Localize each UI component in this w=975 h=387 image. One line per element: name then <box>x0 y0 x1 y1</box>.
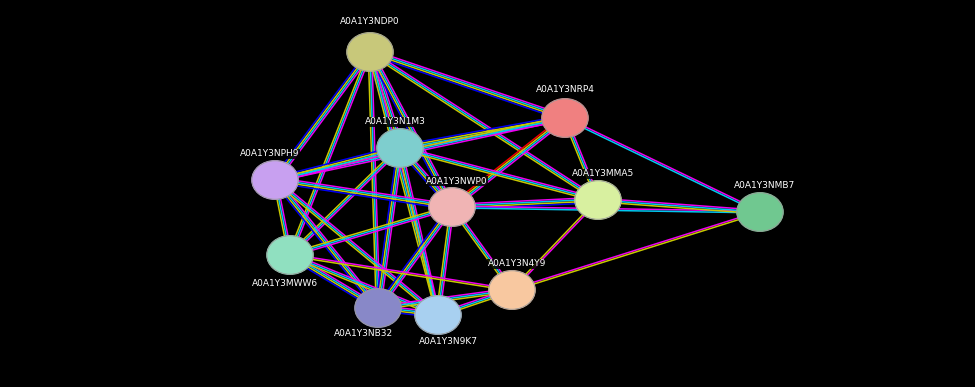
Text: A0A1Y3NMB7: A0A1Y3NMB7 <box>734 182 796 190</box>
Text: A0A1Y3NRP4: A0A1Y3NRP4 <box>535 86 595 94</box>
Ellipse shape <box>267 236 313 274</box>
Ellipse shape <box>488 271 535 309</box>
Ellipse shape <box>429 188 475 226</box>
Ellipse shape <box>737 193 783 231</box>
Ellipse shape <box>377 129 423 167</box>
Text: A0A1Y3MMA5: A0A1Y3MMA5 <box>572 170 634 178</box>
Ellipse shape <box>355 289 401 327</box>
Text: A0A1Y3N9K7: A0A1Y3N9K7 <box>418 337 478 346</box>
Ellipse shape <box>542 99 588 137</box>
Text: A0A1Y3NDP0: A0A1Y3NDP0 <box>340 17 400 26</box>
Text: A0A1Y3NWP0: A0A1Y3NWP0 <box>426 176 488 185</box>
Text: A0A1Y3NPH9: A0A1Y3NPH9 <box>240 149 299 159</box>
Ellipse shape <box>415 296 461 334</box>
Text: A0A1Y3N1M3: A0A1Y3N1M3 <box>365 118 425 127</box>
Ellipse shape <box>347 33 393 71</box>
Text: A0A1Y3N4Y9: A0A1Y3N4Y9 <box>488 260 546 269</box>
Text: A0A1Y3NB32: A0A1Y3NB32 <box>333 329 393 339</box>
Text: A0A1Y3MWW6: A0A1Y3MWW6 <box>252 279 318 288</box>
Ellipse shape <box>575 181 621 219</box>
Ellipse shape <box>252 161 298 199</box>
